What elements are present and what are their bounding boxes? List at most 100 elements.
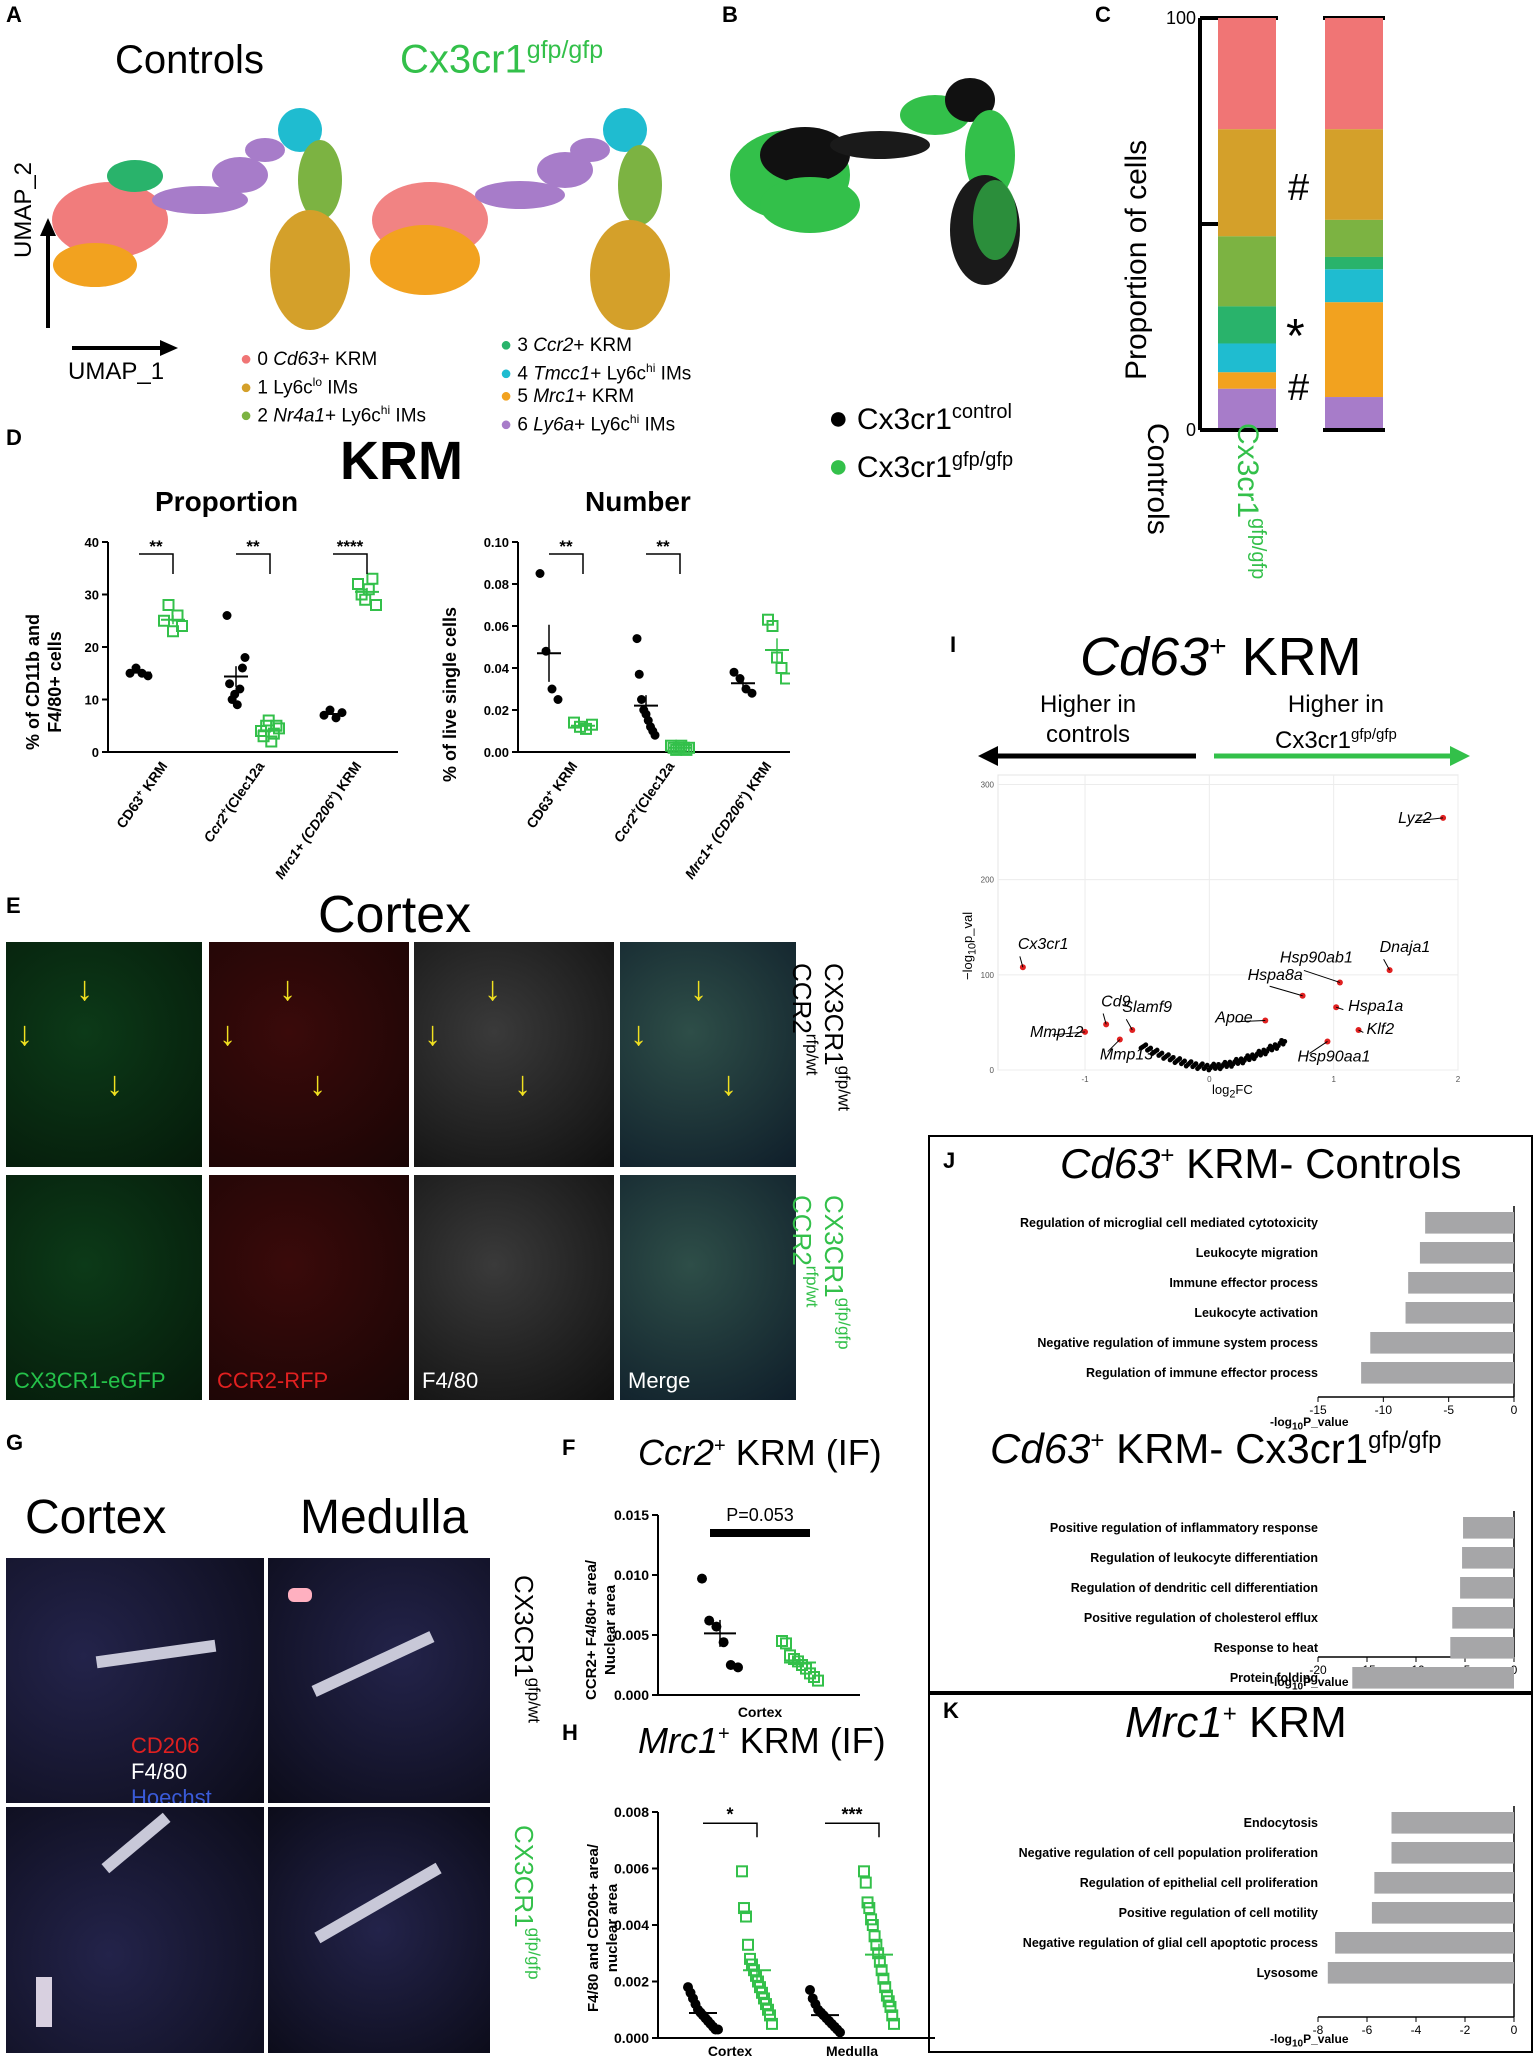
d-tick-label: 0.10 (484, 535, 509, 550)
panel-label-d: D (6, 425, 22, 450)
i-title: Cd63+ KRM (1080, 627, 1362, 687)
legend-item: ● 4 Tmcc1+ Ly6chi IMs (500, 361, 692, 385)
arrow-icon: ↓ (690, 970, 707, 1008)
go-bar (1460, 1577, 1514, 1599)
krm-title: KRM (340, 431, 463, 491)
arrow-icon: ↓ (219, 1015, 236, 1053)
e-image-r2-c3: F4/80 (414, 1175, 614, 1400)
go-tick-label: -20 (1309, 1663, 1327, 1677)
go-bar (1462, 1547, 1514, 1569)
umap-plots (40, 108, 670, 356)
legend-item: ● 5 Mrc1+ KRM (500, 385, 635, 408)
go-bar (1450, 1637, 1514, 1659)
volcano-gene-label: Cd9 (1101, 993, 1130, 1010)
legend-item: ● 2 Nr4a1+ Ly6chi IMs (240, 403, 427, 427)
legend-item: ● 0 Cd63+ KRM (240, 348, 378, 370)
panel-c: Proportion of cells 100 0 # * # Controls Cx3… (1100, 0, 1535, 620)
volcano-leader (1235, 1020, 1266, 1023)
panel-label-j: J (943, 1148, 956, 1173)
d-point-control (222, 611, 232, 620)
go-term-label: Lysosome (1257, 1966, 1318, 1980)
volcano-ytick: 100 (981, 971, 995, 980)
h-point-ko (863, 1902, 876, 1915)
row2-genotype: CX3CR1gfp/gfp (819, 1195, 854, 1350)
h-point-ko (886, 2009, 899, 2022)
volcano-highlight-point (1262, 1017, 1269, 1024)
g-img-cortex-ko (6, 1807, 264, 2053)
g-img-cortex-wt: CD206 F4/80 Hoechst (6, 1558, 264, 1803)
volcano-gene-label: Dnaja1 (1380, 939, 1431, 956)
panel-label-k: K (943, 1698, 959, 1723)
volcano-leader (1125, 1018, 1133, 1031)
go-term-label: Immune effector process (1169, 1276, 1318, 1290)
go-bar (1419, 1242, 1514, 1264)
row1-genotype-2: CCR2rfp/wt (787, 963, 822, 1076)
d-point-control (337, 708, 347, 718)
d-cat-text: Ccr2+(Clec12a (610, 758, 678, 845)
i-right-label: Higher in Cx3cr1gfp/gfp (1275, 691, 1397, 754)
umap-controls (52, 108, 350, 330)
volcano-leader (1383, 959, 1391, 971)
go-bar (1391, 1812, 1514, 1834)
green-dot-icon: ● (828, 447, 849, 485)
volcano-point (1159, 1050, 1165, 1056)
h-point-ko (888, 2017, 900, 2030)
arrow-icon: ↓ (279, 970, 296, 1008)
h-point-ko (738, 1902, 750, 1915)
d-sig: ** (559, 537, 573, 556)
volcano-leader (1303, 969, 1341, 983)
c-mark: * (1286, 310, 1305, 363)
g-row2-genotype: CX3CR1gfp/gfp (509, 1825, 544, 1980)
go-term-label: Leukocyte migration (1196, 1246, 1318, 1260)
d-point-ko (176, 620, 188, 632)
h-point-ko (872, 1947, 885, 1960)
umap-axis-y: UMAP_2 (10, 161, 37, 258)
volcano-leader (1416, 817, 1444, 822)
number-title: Number (585, 486, 691, 517)
h-sig-bracket (703, 1822, 758, 1838)
f-point-control (704, 1615, 715, 1626)
d-point-control (632, 634, 642, 644)
e-channel-label: CX3CR1-eGFP (14, 1368, 166, 1393)
g-col-medulla: Medulla (300, 1491, 469, 1544)
panel-label-i: I (950, 632, 957, 657)
c-bar-segment (1218, 18, 1276, 130)
d-tick-label: 40 (85, 535, 99, 550)
d-point-control (235, 684, 245, 694)
arrow-icon: ↓ (484, 970, 501, 1008)
h-tick-label: 0.004 (614, 1917, 649, 1933)
volcano-point (1154, 1047, 1160, 1053)
volcano-xtick: 1 (1331, 1075, 1336, 1084)
volcano-point (1148, 1045, 1154, 1051)
go-bar (1352, 1667, 1514, 1689)
volcano-leader (1019, 956, 1024, 968)
e-image-r1-c3: ↓ ↓ ↓ (414, 942, 614, 1167)
panel-f: Ccr2+ KRM (IF) 0.000 0.005 0.010 0.015 P=0.0… (560, 1430, 940, 1720)
volcano-gene-label: Mmp13 (1100, 1047, 1153, 1064)
volcano-gene-label: Hsp90ab1 (1280, 949, 1353, 966)
volcano-xtick: 0 (1207, 1075, 1212, 1084)
go-term-label: Regulation of leukocyte differentiation (1090, 1551, 1318, 1565)
d-point-ko (162, 599, 175, 611)
d-tick-label: 0.02 (484, 703, 509, 718)
d-sig-bracket (139, 553, 174, 574)
umap-title-controls: Controls (115, 38, 264, 82)
h-point-ko (873, 1955, 886, 1968)
arrow-icon: ↓ (514, 1065, 531, 1103)
panel-label-b: B (722, 2, 738, 27)
volcano-gene-label: Hsp90aa1 (1297, 1048, 1370, 1065)
panel-d: KRM Proportion Number 0 10 20 30 40 ** ** **** C… (0, 430, 790, 885)
i-left-label: Higher in controls (1040, 691, 1137, 748)
go-bar (1405, 1302, 1514, 1324)
bar-label-ko: Cx3cr1gfp/gfp (1231, 423, 1269, 580)
panel-label-g: G (6, 1430, 24, 1455)
d-tick-label: 0.04 (484, 661, 510, 676)
volcano-gene-label: Slamf9 (1122, 999, 1172, 1016)
go-bar (1370, 1332, 1514, 1354)
volcano-point (1143, 1042, 1149, 1048)
volcano-highlight-point (1019, 964, 1026, 971)
d-cat-label: CD63+ KRM (113, 759, 171, 832)
arrow-icon: ↓ (16, 1015, 33, 1053)
d-sig-bracket (646, 553, 681, 574)
e-image-r2-c2: CCR2-RFP (209, 1175, 409, 1400)
